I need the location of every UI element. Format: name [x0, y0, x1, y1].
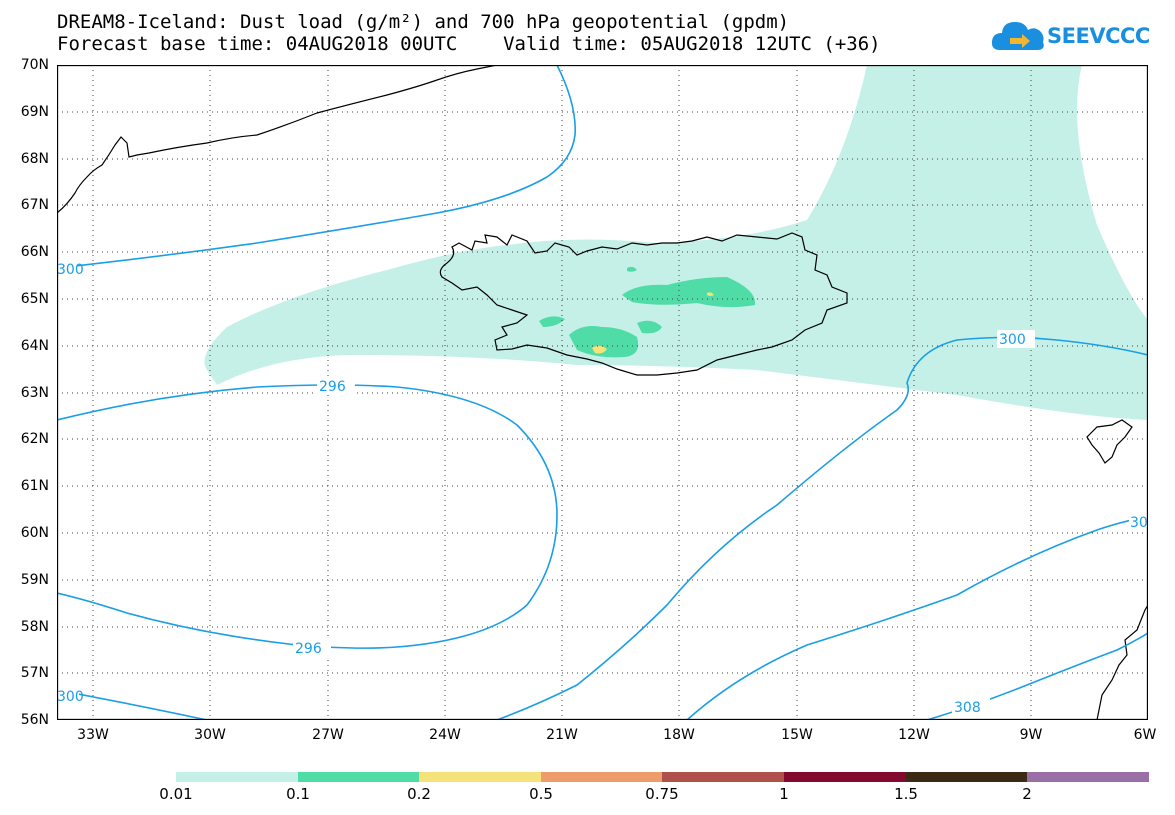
colorbar-label: 1: [779, 785, 789, 803]
lat-label: 59N: [20, 572, 49, 588]
colorbar-label: 0.75: [645, 785, 679, 803]
colorbar-swatch: [662, 772, 784, 782]
dust-map: 300 296 296 300 308 300 300: [56, 64, 1157, 721]
contour-label: 308: [954, 700, 981, 716]
lat-label: 63N: [20, 385, 49, 401]
lat-label: 70N: [20, 57, 49, 73]
lon-label: 9W: [1019, 727, 1043, 743]
colorbar-label: 0.5: [529, 785, 553, 803]
contour-label: 300: [1130, 515, 1148, 531]
lon-label: 30W: [194, 727, 226, 743]
contour-labels: 300 296 296 300 308 300 300: [57, 260, 1157, 716]
dust-area-01: [627, 266, 637, 272]
contour-296-upper: [56, 384, 558, 649]
lat-label: 58N: [20, 619, 49, 635]
map-panel: 300 296 296 300 308 300 300: [56, 64, 1157, 721]
colorbar-swatch: [176, 772, 298, 782]
contour-label: 296: [319, 379, 346, 395]
colorbar-swatch: [906, 772, 1027, 782]
lat-label: 56N: [20, 712, 49, 728]
lon-label: 6W: [1133, 727, 1157, 743]
seevccc-logo: SEEVCCC: [990, 14, 1170, 64]
lon-label: 21W: [546, 727, 578, 743]
lat-label: 67N: [20, 197, 49, 213]
iceland-coast: [439, 232, 848, 376]
colorbar-swatch: [541, 772, 662, 782]
colorbar-swatch: [419, 772, 541, 782]
dust-area-02: [592, 345, 607, 354]
dust-area-01: [539, 316, 565, 327]
contour-label: 300: [57, 689, 84, 705]
dust-area-02: [707, 292, 714, 296]
colorbar-swatch: [784, 772, 906, 782]
lon-label: 12W: [898, 727, 930, 743]
dust-area-01: [622, 277, 756, 308]
colorbar-swatch: [1027, 772, 1149, 782]
dust-area-01: [637, 320, 662, 334]
coastline: [56, 64, 1149, 721]
faroe-coast: [1086, 419, 1133, 464]
scotland-coast: [1096, 604, 1149, 721]
map-title: DREAM8-Iceland: Dust load (g/m²) and 700…: [57, 11, 790, 33]
lat-label: 69N: [20, 104, 49, 120]
forecast-times: Forecast base time: 04AUG2018 00UTC Vali…: [57, 33, 881, 55]
lat-label: 61N: [20, 478, 49, 494]
graticule: [57, 65, 1148, 720]
colorbar-label: 0.1: [286, 785, 310, 803]
lat-label: 64N: [20, 338, 49, 354]
contour-label: 296: [295, 641, 322, 657]
colorbar-label: 0.01: [159, 785, 193, 803]
lon-label: 27W: [312, 727, 344, 743]
contour-label: 300: [57, 262, 84, 278]
lon-label: 24W: [429, 727, 461, 743]
cloud-icon: [991, 22, 1044, 50]
lat-label: 57N: [20, 665, 49, 681]
contour-label: 300: [999, 332, 1026, 348]
lon-label: 33W: [77, 727, 109, 743]
lat-label: 66N: [20, 244, 49, 260]
colorbar-label: 0.2: [407, 785, 431, 803]
logo-text: SEEVCCC: [1047, 24, 1150, 48]
map-frame: [56, 64, 1149, 721]
lat-label: 68N: [20, 151, 49, 167]
dust-area-01: [569, 326, 639, 358]
contour-300-north: [56, 64, 576, 269]
lon-label: 18W: [663, 727, 695, 743]
colorbar-label: 1.5: [894, 785, 918, 803]
lat-label: 65N: [20, 291, 49, 307]
lat-label: 60N: [20, 525, 49, 541]
contour-304: [686, 516, 1149, 721]
lon-label: 15W: [781, 727, 813, 743]
greenland-coast: [56, 64, 498, 214]
colorbar-label: 2: [1022, 785, 1032, 803]
colorbar-swatch: [298, 772, 419, 782]
lat-label: 62N: [20, 431, 49, 447]
